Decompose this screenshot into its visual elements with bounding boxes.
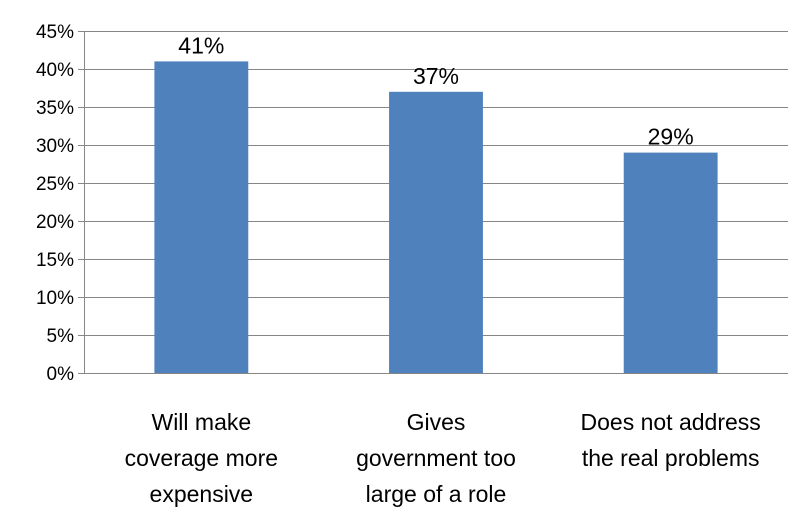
category-label: Does not address the real problems xyxy=(581,409,761,471)
y-tick-label: 15% xyxy=(36,250,74,271)
y-tick-label: 20% xyxy=(36,212,74,233)
category-label-line: Will make xyxy=(151,409,251,435)
category-label: Will make coverage more expensive xyxy=(125,409,278,507)
y-tick-label: 5% xyxy=(47,326,75,347)
category-label-line: Gives xyxy=(407,409,466,435)
data-label: 37% xyxy=(413,63,459,89)
category-label: Gives government too large of a role xyxy=(356,409,516,507)
category-label-line: coverage more xyxy=(125,445,278,471)
data-label: 41% xyxy=(178,32,224,58)
y-tick-label: 25% xyxy=(36,174,74,195)
bars xyxy=(154,61,718,374)
category-label-line: expensive xyxy=(150,481,254,507)
category-label-line: Does not address xyxy=(581,409,761,435)
data-labels: 41% 37% 29% xyxy=(178,32,693,149)
y-tick-label: 30% xyxy=(36,136,74,157)
category-label-line: the real problems xyxy=(582,445,760,471)
y-tick-label: 10% xyxy=(36,288,74,309)
y-tick-label: 45% xyxy=(36,22,74,43)
data-label: 29% xyxy=(648,124,694,150)
category-label-line: large of a role xyxy=(366,481,507,507)
y-tick-labels: 0% 5% 10% 15% 20% 25% 30% 35% 40% 45% xyxy=(36,22,74,385)
category-labels: Will make coverage more expensive Gives gove… xyxy=(125,409,761,507)
bar xyxy=(154,61,249,374)
y-tick-label: 40% xyxy=(36,60,74,81)
y-tick-label: 35% xyxy=(36,98,74,119)
category-label-line: government too xyxy=(356,445,516,471)
y-tick-label: 0% xyxy=(47,364,75,385)
axes xyxy=(78,31,788,374)
bar xyxy=(623,152,718,373)
bar xyxy=(389,91,483,374)
